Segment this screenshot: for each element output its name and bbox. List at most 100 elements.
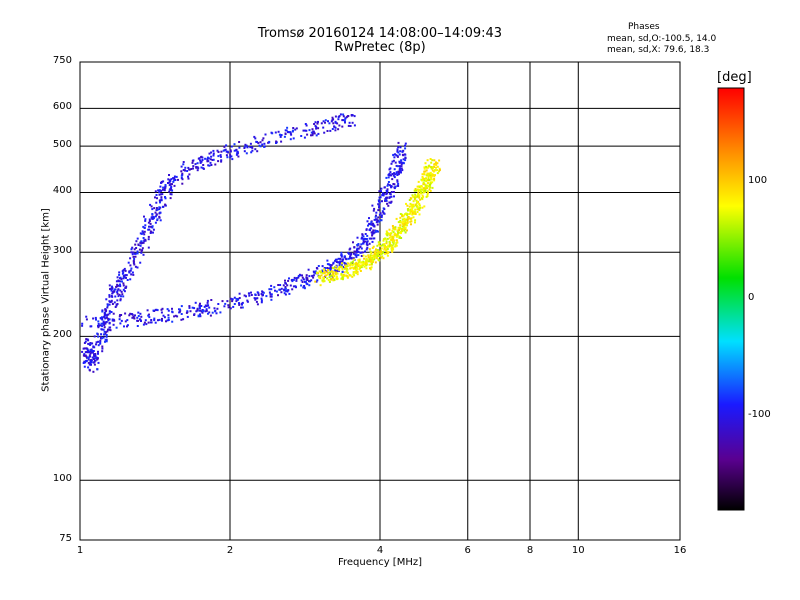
data-point — [369, 268, 372, 271]
data-point — [94, 357, 97, 360]
data-point — [331, 277, 334, 280]
data-point — [356, 244, 359, 246]
data-point — [81, 324, 84, 327]
data-point — [157, 319, 159, 322]
data-point — [332, 261, 335, 264]
data-point — [257, 142, 260, 145]
data-point — [164, 196, 166, 198]
data-point — [229, 153, 232, 156]
data-point — [167, 314, 170, 317]
data-point — [385, 245, 388, 248]
data-point — [93, 363, 96, 366]
data-point — [389, 167, 392, 170]
data-point — [418, 209, 421, 211]
data-point — [381, 194, 384, 197]
data-point — [212, 154, 215, 157]
data-point — [87, 356, 90, 359]
data-point — [361, 261, 364, 264]
data-point — [254, 148, 257, 151]
data-point — [322, 276, 325, 279]
data-point — [429, 186, 432, 189]
x-tick-label: 16 — [673, 545, 687, 556]
data-point — [92, 350, 95, 352]
data-point — [151, 213, 154, 215]
data-point — [342, 119, 345, 122]
data-point — [187, 175, 189, 178]
data-point — [389, 171, 392, 174]
data-point — [259, 145, 262, 148]
data-point — [428, 179, 431, 182]
data-point — [221, 300, 224, 303]
data-point — [352, 252, 355, 255]
data-point — [233, 143, 236, 146]
data-point — [144, 319, 147, 322]
data-point — [92, 317, 95, 320]
data-point — [152, 231, 154, 234]
data-point — [366, 240, 369, 243]
data-point — [400, 167, 403, 170]
data-point — [188, 305, 191, 308]
x-tick-label: 1 — [76, 545, 84, 556]
data-point — [380, 244, 383, 247]
data-point — [381, 255, 384, 258]
data-point — [104, 338, 107, 341]
data-point — [174, 314, 177, 317]
data-point — [413, 211, 416, 214]
x-tick-label: 4 — [376, 545, 384, 556]
data-point — [378, 200, 380, 203]
data-point — [324, 270, 327, 273]
data-point — [292, 129, 294, 132]
data-point — [105, 335, 108, 338]
data-point — [201, 309, 204, 311]
data-point — [359, 270, 362, 272]
data-point — [158, 208, 161, 211]
data-point — [105, 338, 108, 341]
data-point — [237, 155, 240, 158]
data-point — [416, 195, 419, 198]
data-point — [329, 269, 332, 272]
data-point — [337, 257, 340, 260]
data-point — [292, 285, 295, 288]
data-point — [250, 151, 253, 154]
data-point — [317, 275, 320, 278]
data-point — [395, 239, 398, 242]
data-point — [402, 162, 405, 165]
data-point — [241, 306, 244, 309]
data-point — [226, 300, 229, 303]
data-point — [139, 244, 142, 247]
data-point — [404, 157, 407, 160]
data-point — [394, 226, 397, 229]
data-point — [116, 276, 119, 279]
data-point — [150, 205, 153, 208]
data-point — [81, 322, 84, 325]
data-point — [113, 301, 116, 304]
data-point — [206, 158, 209, 161]
data-point — [373, 237, 376, 240]
data-point — [171, 320, 174, 323]
data-point — [155, 201, 158, 204]
data-point — [160, 311, 163, 314]
data-point — [280, 134, 283, 137]
data-point — [424, 190, 427, 193]
data-point — [195, 166, 198, 169]
data-point — [436, 172, 439, 175]
data-point — [154, 215, 157, 218]
data-point — [129, 257, 132, 260]
data-point — [206, 299, 209, 302]
data-point — [219, 311, 222, 314]
data-point — [166, 308, 169, 311]
data-point — [311, 128, 314, 131]
data-point — [381, 192, 384, 195]
data-point — [270, 298, 273, 301]
data-point — [330, 270, 333, 273]
data-point — [93, 355, 96, 358]
data-point — [344, 274, 347, 277]
data-point — [261, 294, 264, 297]
data-point — [154, 190, 157, 193]
data-point — [238, 292, 241, 295]
data-point — [433, 179, 436, 182]
data-point — [129, 269, 132, 272]
data-point — [396, 155, 399, 158]
data-point — [149, 222, 152, 225]
data-point — [85, 347, 88, 350]
